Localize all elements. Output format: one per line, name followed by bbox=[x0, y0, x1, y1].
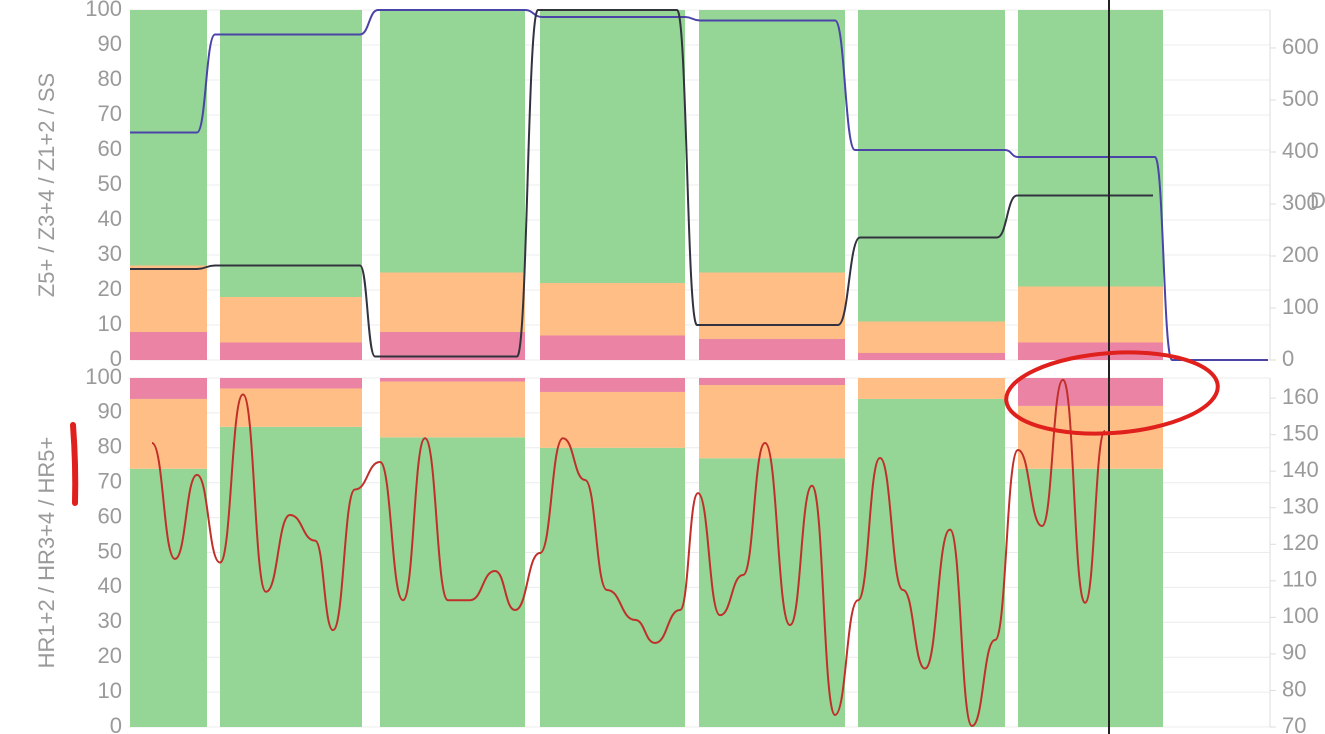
bar-segment bbox=[1018, 10, 1163, 287]
y-tick-label: 10 bbox=[98, 311, 122, 336]
y-tick-label: 70 bbox=[98, 101, 122, 126]
y2-tick-label: 600 bbox=[1282, 34, 1319, 59]
bar-segment bbox=[220, 342, 362, 360]
bar-segment bbox=[699, 339, 845, 360]
bar-segment bbox=[858, 321, 1005, 353]
y-tick-label: 40 bbox=[98, 206, 122, 231]
y-tick-label: 0 bbox=[110, 346, 122, 371]
y-tick-label: 10 bbox=[98, 678, 122, 703]
y-tick-label: 90 bbox=[98, 399, 122, 424]
bar-segment bbox=[130, 10, 207, 266]
annotation-stroke bbox=[70, 422, 79, 506]
y2-tick-label: 400 bbox=[1282, 138, 1319, 163]
bar-segment bbox=[858, 398, 1005, 727]
bar-segment bbox=[380, 272, 525, 332]
y2-tick-label: 150 bbox=[1282, 420, 1319, 445]
bar-segment bbox=[699, 272, 845, 339]
bar-segment bbox=[540, 283, 685, 336]
bar-segment bbox=[540, 447, 685, 727]
y-tick-label: 50 bbox=[98, 538, 122, 563]
bar-segment bbox=[220, 426, 362, 727]
bar-segment bbox=[130, 265, 207, 332]
y-tick-label: 50 bbox=[98, 171, 122, 196]
y2-tick-label: 160 bbox=[1282, 384, 1319, 409]
y-axis-title: HR1+2 / HR3+4 / HR5+ bbox=[34, 437, 59, 669]
bar-segment bbox=[130, 468, 207, 727]
bar-segment bbox=[380, 10, 525, 273]
bar-segment bbox=[858, 353, 1005, 360]
bar-segment bbox=[699, 384, 845, 459]
y-axis-title: Z5+ / Z3+4 / Z1+2 / SS bbox=[34, 73, 59, 297]
y2-tick-label: 80 bbox=[1282, 676, 1306, 701]
bar-segment bbox=[220, 297, 362, 343]
bar-segment bbox=[540, 10, 685, 283]
y2-tick-label: 0 bbox=[1282, 346, 1294, 371]
bar-segment bbox=[130, 332, 207, 360]
bar-segment bbox=[699, 10, 845, 273]
y2-tick-label: 130 bbox=[1282, 494, 1319, 519]
y2-tick-label: 200 bbox=[1282, 242, 1319, 267]
line-series bbox=[130, 8, 1153, 358]
y2-tick-label: 100 bbox=[1282, 294, 1319, 319]
y-tick-label: 80 bbox=[98, 434, 122, 459]
y-tick-label: 40 bbox=[98, 573, 122, 598]
bar-segment bbox=[1018, 405, 1163, 469]
y-tick-label: 90 bbox=[98, 31, 122, 56]
bar-segment bbox=[540, 378, 685, 392]
y2-tick-label: 120 bbox=[1282, 530, 1319, 555]
y2-tick-label: 90 bbox=[1282, 640, 1306, 665]
y-tick-label: 30 bbox=[98, 241, 122, 266]
bar-segment bbox=[1018, 286, 1163, 343]
bar-segment bbox=[858, 10, 1005, 322]
bar-segment bbox=[380, 332, 525, 360]
bar-segment bbox=[380, 381, 525, 438]
y2-tick-label: 100 bbox=[1282, 603, 1319, 628]
bar-segment bbox=[858, 378, 1005, 399]
y2-tick-label: 300 bbox=[1282, 190, 1319, 215]
bar-segment bbox=[1018, 378, 1163, 406]
line-series bbox=[151, 378, 1106, 727]
bar-segment bbox=[130, 378, 207, 399]
y-tick-label: 20 bbox=[98, 276, 122, 301]
y-tick-label: 70 bbox=[98, 469, 122, 494]
y2-tick-label: 500 bbox=[1282, 86, 1319, 111]
y2-axis-title: D bbox=[1310, 188, 1325, 213]
y-tick-label: 60 bbox=[98, 136, 122, 161]
bar-segment bbox=[380, 437, 525, 727]
bar-segment bbox=[220, 388, 362, 427]
y-tick-label: 30 bbox=[98, 608, 122, 633]
y-tick-label: 80 bbox=[98, 66, 122, 91]
bar-segment bbox=[220, 378, 362, 389]
y-tick-label: 20 bbox=[98, 643, 122, 668]
bar-segment bbox=[540, 335, 685, 360]
bar-segment bbox=[380, 378, 525, 382]
bar-segment bbox=[130, 398, 207, 469]
y2-tick-label: 70 bbox=[1282, 713, 1306, 734]
y-tick-label: 0 bbox=[110, 713, 122, 734]
bar-segment bbox=[1018, 468, 1163, 727]
bar-segment bbox=[220, 10, 362, 297]
annotation-circle bbox=[1004, 350, 1220, 436]
y2-tick-label: 110 bbox=[1282, 567, 1317, 592]
y-tick-label: 100 bbox=[85, 0, 122, 21]
y-tick-label: 60 bbox=[98, 503, 122, 528]
bar-segment bbox=[699, 458, 845, 727]
y2-tick-label: 140 bbox=[1282, 457, 1319, 482]
bar-segment bbox=[1018, 342, 1163, 360]
line-series bbox=[129, 8, 1268, 362]
bar-segment bbox=[699, 378, 845, 385]
y-tick-label: 100 bbox=[85, 364, 122, 389]
